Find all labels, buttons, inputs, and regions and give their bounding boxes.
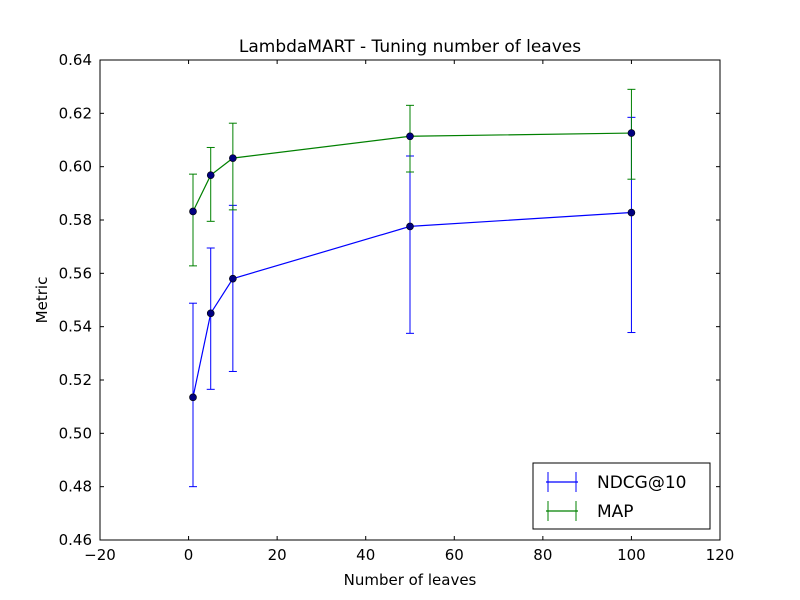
y-tick-label: 0.48	[59, 478, 92, 496]
x-tick-label: 40	[356, 546, 375, 564]
data-point	[229, 154, 237, 162]
y-tick-label: 0.60	[59, 158, 92, 176]
data-series	[189, 88, 636, 488]
data-point	[627, 129, 636, 137]
y-axis-label: Metric	[33, 277, 51, 324]
plot-frame	[99, 59, 721, 541]
x-tick-label: 120	[706, 546, 735, 564]
y-tick-label: 0.46	[59, 531, 92, 549]
x-tick-label: −20	[84, 546, 116, 564]
x-tick-label: 60	[445, 546, 464, 564]
x-tick-label: 80	[533, 546, 552, 564]
legend-label: NDCG@10	[597, 473, 686, 493]
legend-entry: NDCG@10	[546, 472, 686, 493]
y-tick-label: 0.50	[59, 424, 92, 442]
axis-ticks: −20 0 20 40 60 80 100 120 0.46 0.48 0.50 0.52 0.54 0.…	[59, 51, 735, 564]
x-tick-label: 100	[617, 546, 646, 564]
y-tick-label: 0.58	[59, 211, 92, 229]
y-tick-label: 0.62	[59, 104, 92, 122]
series-map	[189, 88, 636, 267]
series-ndcg-10	[189, 116, 636, 488]
x-axis-label: Number of leaves	[344, 571, 477, 589]
data-point	[406, 132, 414, 141]
x-tick-label: 0	[184, 546, 194, 564]
data-point	[627, 208, 636, 217]
chart-title: LambdaMART - Tuning number of leaves	[239, 37, 581, 57]
y-tick-label: 0.64	[59, 51, 92, 69]
data-point	[206, 309, 215, 318]
y-tick-label: 0.52	[59, 371, 92, 389]
legend-entry: MAP	[546, 501, 634, 522]
x-tick-label: 20	[268, 546, 287, 564]
data-point	[189, 393, 197, 402]
legend: NDCG@10 MAP	[532, 462, 711, 530]
data-point	[406, 222, 414, 231]
data-point	[189, 207, 197, 216]
data-point	[206, 171, 215, 179]
data-point	[229, 274, 237, 283]
legend-box	[532, 462, 711, 530]
y-tick-label: 0.56	[59, 264, 92, 282]
y-tick-label: 0.54	[59, 318, 92, 336]
legend-label: MAP	[597, 502, 634, 522]
